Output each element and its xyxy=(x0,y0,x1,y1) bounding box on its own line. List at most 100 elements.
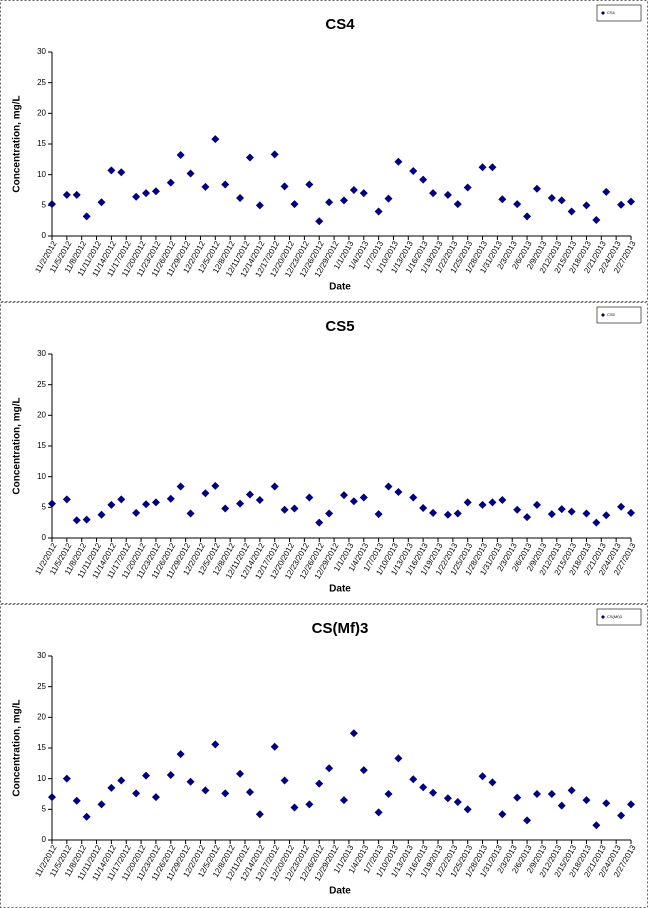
data-point xyxy=(315,779,324,788)
data-point xyxy=(186,777,195,786)
data-point xyxy=(498,195,507,204)
data-point xyxy=(349,729,358,738)
data-point xyxy=(339,196,348,205)
data-point xyxy=(453,509,462,518)
legend-label: CS4 xyxy=(607,10,616,15)
data-point xyxy=(82,212,91,221)
data-point xyxy=(82,812,91,821)
data-point xyxy=(359,493,368,502)
data-point xyxy=(384,790,393,798)
data-point xyxy=(532,500,541,509)
legend-label: CS(Mf)3 xyxy=(607,614,623,619)
data-point xyxy=(339,491,348,500)
data-point xyxy=(498,495,507,504)
data-point xyxy=(201,489,210,498)
data-point xyxy=(236,193,245,202)
data-point xyxy=(221,789,230,798)
data-point xyxy=(211,740,220,749)
y-tick-label: 5 xyxy=(42,804,47,813)
data-point xyxy=(176,151,185,160)
y-tick-label: 25 xyxy=(37,78,46,87)
data-point xyxy=(245,788,254,797)
data-point xyxy=(359,189,368,198)
data-point xyxy=(523,816,532,825)
data-point xyxy=(429,788,438,797)
data-point xyxy=(117,495,126,504)
data-point xyxy=(557,196,566,205)
data-point xyxy=(617,200,626,209)
data-point xyxy=(107,783,116,792)
data-point xyxy=(221,504,230,513)
data-point xyxy=(523,212,532,221)
data-point xyxy=(453,200,462,209)
data-point xyxy=(97,198,106,207)
data-point xyxy=(547,790,556,798)
y-tick-label: 15 xyxy=(37,743,46,752)
data-point xyxy=(488,163,497,172)
data-point xyxy=(592,216,601,225)
data-point xyxy=(142,500,151,509)
data-point xyxy=(176,750,185,759)
data-point xyxy=(290,200,299,209)
data-point xyxy=(325,509,334,518)
data-point xyxy=(384,194,393,203)
data-point xyxy=(602,799,611,808)
y-tick-label: 10 xyxy=(37,774,46,783)
data-point xyxy=(547,510,556,519)
data-point xyxy=(221,180,230,189)
y-tick-label: 10 xyxy=(37,472,46,481)
data-point xyxy=(211,135,220,144)
x-axis-label: Date xyxy=(329,584,351,595)
data-point xyxy=(236,769,245,778)
chart-panel: CS(Mf)3 Concentration, mg/L Date 0 5 10 15 20 25… xyxy=(0,604,648,908)
legend-marker xyxy=(601,11,605,15)
data-point xyxy=(602,187,611,196)
data-point xyxy=(325,764,334,773)
data-point xyxy=(463,805,472,814)
data-point xyxy=(582,201,591,210)
data-point xyxy=(488,778,497,787)
data-point xyxy=(290,504,299,513)
data-point xyxy=(62,774,71,783)
data-point xyxy=(132,789,141,798)
data-point xyxy=(617,811,626,820)
data-point xyxy=(48,793,56,802)
y-tick-label: 20 xyxy=(37,108,46,117)
data-point xyxy=(82,515,91,524)
data-point xyxy=(627,508,635,517)
legend-label: CS5 xyxy=(607,312,616,317)
data-point xyxy=(349,186,358,194)
x-axis-label: Date xyxy=(329,282,351,293)
y-axis-label: Concentration, mg/L xyxy=(12,397,23,494)
y-tick-label: 20 xyxy=(37,410,46,419)
data-point xyxy=(374,808,383,817)
data-point xyxy=(567,207,576,216)
data-point xyxy=(255,810,264,819)
data-point xyxy=(245,490,254,499)
data-point xyxy=(186,169,195,178)
data-point xyxy=(201,182,210,191)
data-point xyxy=(62,190,71,199)
legend-box xyxy=(596,4,642,22)
data-point xyxy=(409,775,418,784)
data-point xyxy=(513,793,522,802)
data-point xyxy=(166,178,175,187)
data-point xyxy=(245,153,254,162)
data-point xyxy=(429,189,438,198)
y-tick-label: 30 xyxy=(37,651,46,660)
data-point xyxy=(463,498,472,507)
data-point xyxy=(602,511,611,520)
data-point xyxy=(627,197,635,206)
data-point xyxy=(419,783,428,792)
data-point xyxy=(429,508,438,517)
data-point xyxy=(419,503,428,512)
y-tick-label: 0 xyxy=(42,835,47,844)
data-point xyxy=(255,495,264,504)
data-point xyxy=(325,198,334,207)
data-point xyxy=(453,797,462,806)
data-point xyxy=(270,742,279,751)
data-point xyxy=(236,499,245,508)
